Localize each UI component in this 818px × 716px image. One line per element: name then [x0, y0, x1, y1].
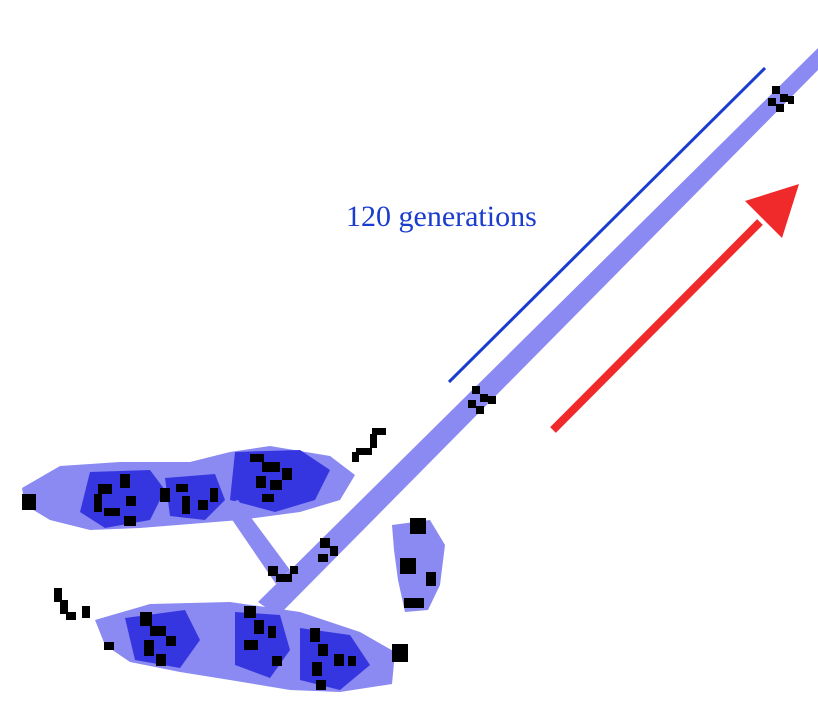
- side-debris: [392, 520, 445, 612]
- live-cell: [250, 454, 264, 462]
- live-cell: [244, 640, 258, 650]
- direction-arrow-head: [745, 184, 799, 238]
- side-debris-region: [392, 520, 445, 612]
- live-cell: [468, 400, 476, 408]
- live-cell: [254, 620, 264, 634]
- live-cell: [404, 598, 424, 608]
- glider-trail-band: [258, 48, 818, 616]
- live-cell: [54, 588, 62, 602]
- live-cell: [282, 468, 292, 480]
- live-cell: [472, 386, 480, 394]
- live-cell: [320, 538, 330, 548]
- live-cell: [210, 488, 218, 502]
- live-cell: [60, 600, 68, 614]
- live-cell: [310, 628, 320, 642]
- live-cell: [104, 642, 114, 650]
- live-cell: [176, 484, 188, 492]
- live-cell: [352, 452, 359, 462]
- live-cell: [276, 574, 292, 582]
- live-cell: [480, 394, 488, 402]
- live-cell: [290, 566, 298, 574]
- live-cell: [780, 94, 788, 102]
- live-cell: [256, 476, 266, 488]
- live-cell: [788, 96, 794, 104]
- live-cell: [120, 474, 130, 488]
- live-cell: [160, 488, 170, 502]
- live-cell: [94, 494, 102, 512]
- live-cell: [400, 558, 416, 574]
- live-cell: [370, 434, 377, 448]
- live-cell: [272, 656, 282, 666]
- annotation-line: [447, 66, 767, 384]
- live-cell: [244, 606, 256, 618]
- live-cell: [140, 612, 152, 626]
- live-cell: [312, 662, 322, 676]
- live-cell: [330, 546, 338, 556]
- direction-arrow: [550, 184, 799, 433]
- live-cell: [372, 428, 386, 435]
- live-cell: [410, 518, 426, 534]
- live-cell: [150, 626, 166, 636]
- live-cell: [768, 98, 776, 106]
- wake-connector: [222, 500, 290, 584]
- live-cell: [392, 644, 408, 662]
- live-cell: [318, 554, 328, 562]
- live-cell: [166, 636, 176, 646]
- live-cell: [268, 566, 278, 576]
- glider-trail: [258, 48, 818, 616]
- live-cell: [334, 654, 344, 666]
- live-cell: [262, 494, 274, 502]
- live-cell: [488, 396, 496, 404]
- live-cell: [198, 500, 208, 510]
- live-cell: [348, 656, 356, 666]
- live-cell: [144, 640, 154, 656]
- live-cell: [772, 86, 780, 94]
- live-cell: [182, 496, 190, 514]
- live-cell: [356, 448, 372, 455]
- live-cell: [104, 508, 120, 516]
- live-cell: [262, 462, 280, 472]
- live-cell: [126, 496, 136, 506]
- live-cell: [318, 644, 328, 656]
- live-cell: [156, 654, 166, 666]
- live-cells: [22, 86, 794, 690]
- live-cell: [66, 612, 76, 620]
- live-cell: [776, 104, 784, 112]
- live-cell: [270, 480, 282, 490]
- live-cell: [82, 606, 90, 618]
- direction-arrow-shaft: [550, 219, 763, 433]
- live-cell: [98, 484, 112, 494]
- annotation-label: 120 generations: [346, 200, 537, 233]
- live-cell: [426, 572, 436, 586]
- live-cell: [268, 626, 276, 638]
- live-cell: [124, 516, 136, 526]
- live-cell: [316, 680, 326, 690]
- live-cell: [22, 494, 36, 510]
- live-cell: [476, 406, 484, 414]
